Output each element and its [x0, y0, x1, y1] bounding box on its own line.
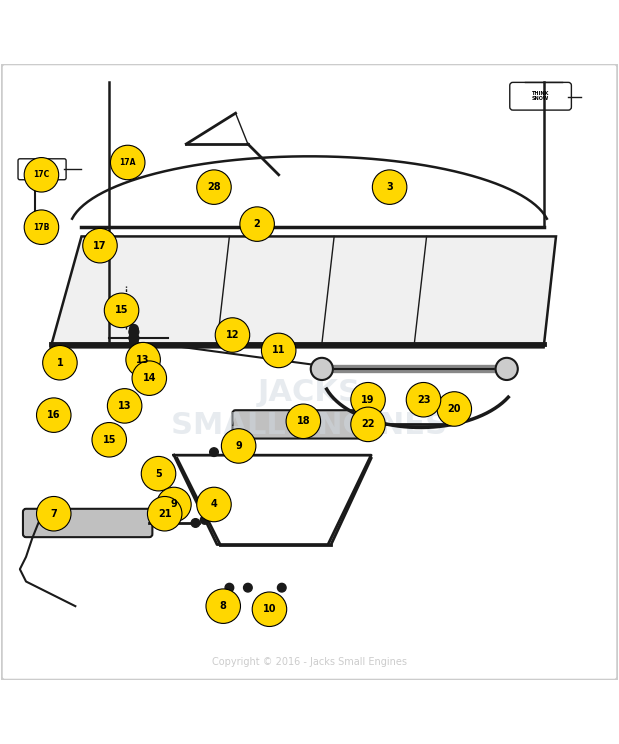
Text: 21: 21	[158, 509, 171, 519]
Circle shape	[228, 448, 237, 456]
Text: 7: 7	[50, 509, 57, 519]
Circle shape	[406, 382, 441, 417]
Text: 17A: 17A	[119, 158, 136, 167]
Text: 14: 14	[142, 373, 156, 383]
FancyBboxPatch shape	[18, 158, 66, 180]
Circle shape	[225, 583, 234, 592]
Text: 9: 9	[171, 499, 177, 510]
Circle shape	[129, 333, 139, 343]
Text: 13: 13	[136, 355, 150, 365]
Circle shape	[351, 382, 385, 417]
Text: 4: 4	[210, 499, 217, 510]
Circle shape	[373, 170, 407, 205]
Circle shape	[129, 339, 139, 349]
Text: Copyright © 2016 - Jacks Small Engines: Copyright © 2016 - Jacks Small Engines	[212, 657, 407, 667]
FancyBboxPatch shape	[510, 83, 571, 110]
Text: 16: 16	[47, 410, 61, 420]
Text: 11: 11	[272, 345, 285, 356]
Circle shape	[147, 496, 182, 531]
FancyBboxPatch shape	[233, 410, 374, 438]
Circle shape	[215, 318, 249, 352]
Text: 2: 2	[254, 219, 261, 229]
Circle shape	[37, 398, 71, 432]
Text: 17C: 17C	[33, 170, 50, 179]
Circle shape	[157, 487, 191, 522]
Circle shape	[261, 333, 296, 368]
Circle shape	[210, 448, 219, 456]
Text: 5: 5	[155, 469, 162, 478]
Circle shape	[311, 358, 333, 380]
Circle shape	[129, 324, 138, 333]
Text: 28: 28	[207, 182, 221, 192]
Circle shape	[92, 423, 126, 457]
Circle shape	[277, 583, 286, 592]
Text: THINK
SNOW: THINK SNOW	[35, 165, 50, 173]
Text: JACKS
SMALL ENGINES: JACKS SMALL ENGINES	[171, 378, 448, 440]
Text: 17: 17	[93, 240, 106, 251]
Text: 23: 23	[417, 395, 430, 405]
Text: 20: 20	[448, 404, 461, 414]
Circle shape	[496, 358, 517, 380]
Circle shape	[141, 456, 176, 491]
Circle shape	[437, 392, 472, 426]
Circle shape	[201, 516, 209, 525]
Circle shape	[243, 583, 252, 592]
Text: 15: 15	[115, 305, 128, 315]
Circle shape	[126, 342, 160, 377]
Circle shape	[351, 407, 385, 442]
Text: 9: 9	[235, 441, 242, 451]
Text: THINK
SNOW: THINK SNOW	[532, 91, 549, 101]
Circle shape	[24, 210, 59, 245]
Circle shape	[132, 361, 167, 395]
Circle shape	[197, 487, 232, 522]
Polygon shape	[51, 237, 556, 347]
Circle shape	[110, 145, 145, 180]
Circle shape	[252, 592, 287, 626]
Text: 1: 1	[56, 358, 63, 368]
Text: 12: 12	[226, 330, 239, 340]
Text: 17B: 17B	[33, 222, 50, 231]
Text: 13: 13	[118, 401, 131, 411]
Circle shape	[24, 158, 59, 192]
FancyBboxPatch shape	[23, 509, 152, 537]
Circle shape	[240, 207, 274, 241]
Circle shape	[129, 327, 139, 337]
Circle shape	[206, 589, 241, 623]
Circle shape	[222, 429, 256, 464]
Text: 22: 22	[361, 420, 374, 429]
Text: 10: 10	[262, 604, 276, 615]
Circle shape	[83, 228, 117, 263]
Circle shape	[129, 334, 138, 342]
Circle shape	[43, 345, 77, 380]
Circle shape	[107, 388, 142, 423]
Text: 19: 19	[361, 395, 374, 405]
Text: 3: 3	[386, 182, 393, 192]
Text: 15: 15	[103, 434, 116, 445]
Text: 18: 18	[297, 417, 310, 426]
Circle shape	[191, 519, 200, 527]
Circle shape	[197, 170, 232, 205]
Text: 8: 8	[220, 601, 227, 611]
Circle shape	[104, 293, 139, 327]
Circle shape	[286, 404, 321, 438]
Circle shape	[37, 496, 71, 531]
